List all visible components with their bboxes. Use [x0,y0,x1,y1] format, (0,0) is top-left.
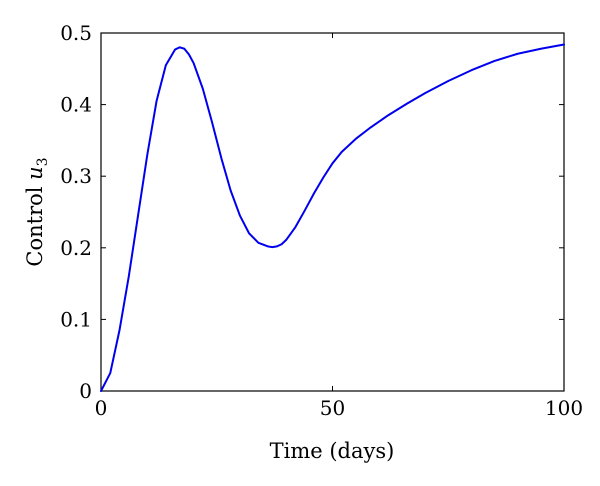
y-tick-label: 0.5 [60,21,92,45]
series-layer [100,43,565,392]
y-tick-label: 0.2 [60,236,92,260]
x-axis-title: Time (days) [270,439,395,463]
y-tick-label: 0.1 [60,307,92,331]
y-axis-title: Control u3 [23,157,51,266]
y-axis-title-text: Control [23,180,47,267]
y-axis-title-subscript: 3 [35,157,51,166]
y-tick-label: 0.4 [60,93,92,117]
x-axis-ticks: 0 50 100 [95,33,583,420]
x-tick-label: 50 [320,396,345,420]
y-tick-label: 0 [79,379,92,403]
y-axis-ticks: 0 0.1 0.2 0.3 0.4 0.5 [60,21,564,403]
plot-area [100,32,565,392]
series-line-0 [100,43,565,392]
y-axis-title-variable: u [23,166,47,180]
x-tick-label: 0 [95,396,108,420]
x-tick-label: 100 [545,396,583,420]
y-tick-label: 0.3 [60,164,92,188]
